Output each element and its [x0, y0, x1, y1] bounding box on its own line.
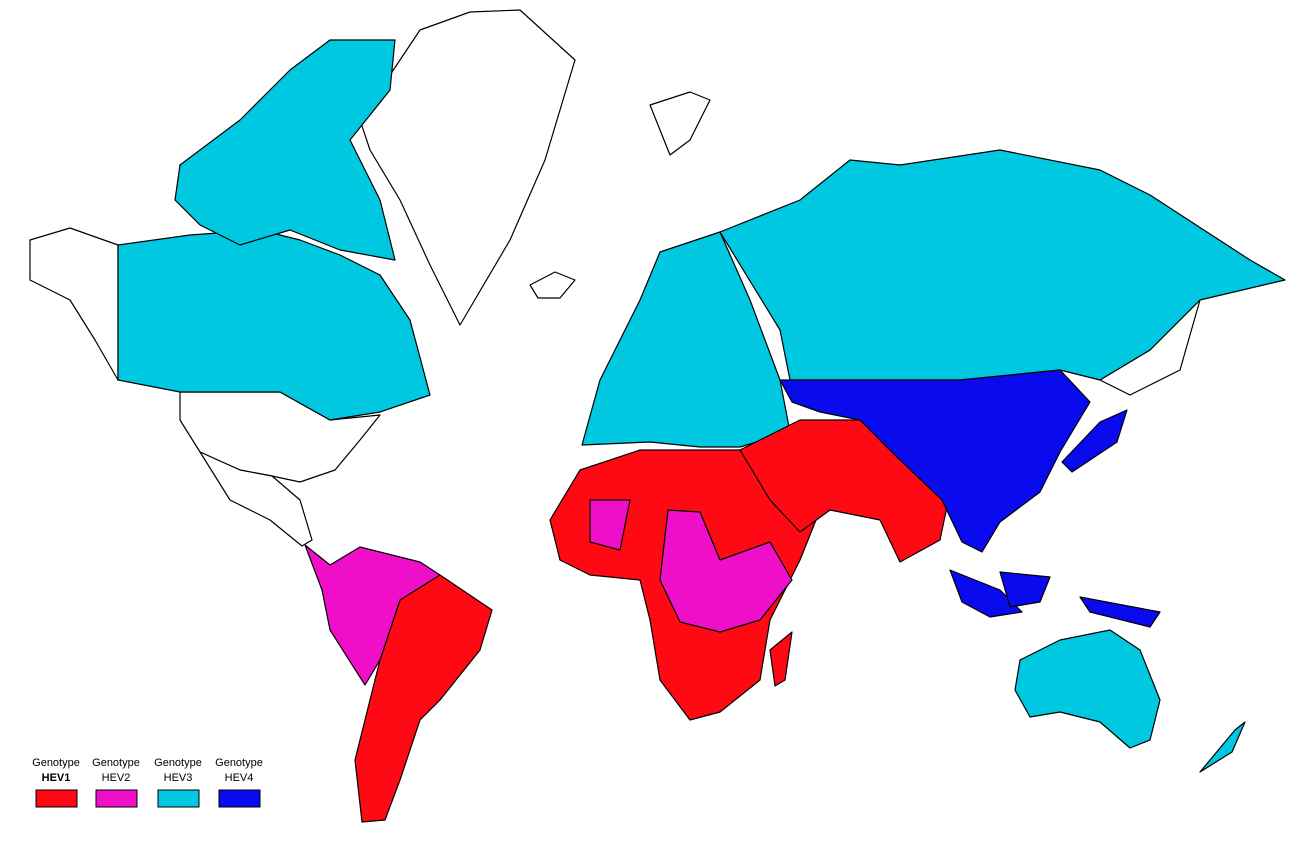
- russia: [719, 149, 1286, 381]
- legend-title: Genotype: [215, 757, 263, 769]
- borneo: [999, 571, 1051, 608]
- canada: [117, 229, 431, 421]
- west-africa: [589, 499, 631, 551]
- east-africa: [659, 509, 793, 633]
- central-america: [199, 451, 313, 547]
- japan: [1061, 409, 1128, 473]
- svalbard: [649, 91, 711, 156]
- legend-title: Genotype: [154, 757, 202, 769]
- legend-label: HEV2: [102, 772, 131, 784]
- europe: [581, 231, 791, 448]
- sumatra-java: [949, 569, 1023, 618]
- iceland: [529, 271, 576, 299]
- australia: [1014, 629, 1161, 749]
- middle-east-south-asia: [739, 419, 951, 563]
- legend-swatch: [35, 789, 78, 808]
- greenland: [359, 9, 576, 326]
- legend-title: Genotype: [32, 757, 80, 769]
- legend-title: Genotype: [92, 757, 140, 769]
- legend-swatch: [218, 789, 261, 808]
- legend-swatch: [95, 789, 138, 808]
- legend-label: HEV1: [42, 772, 71, 784]
- legend: Genotype HEV1 Genotype HEV2 Genotype HEV3 Geno…: [32, 757, 263, 808]
- legend-label: HEV3: [164, 772, 193, 784]
- madagascar: [769, 631, 793, 687]
- map: [29, 9, 1286, 823]
- china-central-asia: [779, 369, 1091, 553]
- northwest-south-america: [304, 544, 441, 686]
- new-guinea: [1079, 596, 1161, 628]
- south-america: [354, 574, 493, 823]
- arctic-islands: [174, 39, 396, 261]
- new-zealand: [1199, 721, 1246, 773]
- legend-swatch: [157, 789, 200, 808]
- legend-label: HEV4: [225, 772, 254, 784]
- alaska: [29, 227, 119, 381]
